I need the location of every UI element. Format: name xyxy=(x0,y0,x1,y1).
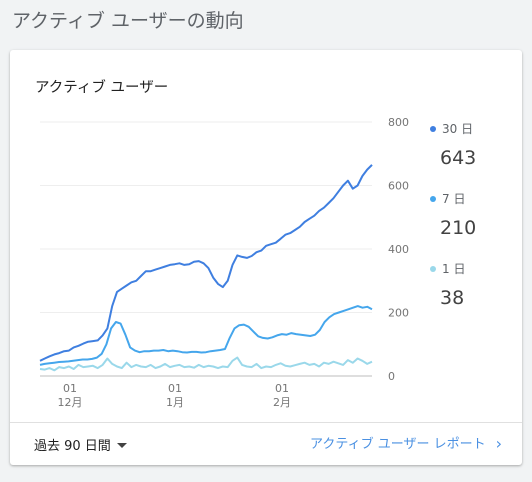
y-tick-label: 600 xyxy=(388,180,409,193)
chevron-right-icon: › xyxy=(495,434,502,453)
y-tick-label: 200 xyxy=(388,307,409,320)
page-title: アクティブ ユーザーの動向 xyxy=(12,10,244,32)
x-tick-month-label: 1月 xyxy=(166,396,184,409)
date-range-label: 過去 90 日間 xyxy=(34,439,111,454)
x-tick-day-label: 01 xyxy=(168,382,182,395)
chart-legend: 30 日 643 7 日 210 1 日 38 xyxy=(430,120,520,330)
series-line-0 xyxy=(39,164,373,362)
x-tick-month-label: 12月 xyxy=(58,396,83,409)
series-line-1 xyxy=(39,305,373,366)
active-users-card: アクティブ ユーザー 800 600 400 200 0 01 12月 01 1月 01 2月 30… xyxy=(10,50,522,465)
legend-label-1d: 1 日 xyxy=(442,262,466,276)
legend-value-30d: 643 xyxy=(440,147,477,169)
legend-dot-icon xyxy=(430,195,436,202)
active-users-report-link[interactable]: アクティブ ユーザー レポート › xyxy=(310,433,502,453)
date-range-dropdown[interactable]: 過去 90 日間 xyxy=(34,435,127,454)
legend-dot-icon xyxy=(430,265,436,272)
report-link-label: アクティブ ユーザー レポート xyxy=(310,437,486,452)
x-tick-day-label: 01 xyxy=(63,382,77,395)
legend-label-7d: 7 日 xyxy=(442,192,466,206)
caret-down-icon xyxy=(116,443,127,448)
legend-value-7d: 210 xyxy=(440,217,477,239)
legend-dot-icon xyxy=(430,125,436,132)
card-title: アクティブ ユーザー xyxy=(35,80,169,96)
legend-item-1d: 1 日 38 xyxy=(430,260,520,330)
x-tick-month-label: 2月 xyxy=(273,396,291,409)
y-tick-label: 0 xyxy=(388,370,395,383)
legend-item-30d: 30 日 643 xyxy=(430,120,520,190)
footer-divider xyxy=(10,422,522,423)
legend-value-1d: 38 xyxy=(440,287,465,309)
x-tick-day-label: 01 xyxy=(275,382,289,395)
legend-label-30d: 30 日 xyxy=(442,122,474,136)
y-tick-label: 800 xyxy=(388,116,409,129)
series-line-2 xyxy=(39,356,373,372)
legend-item-7d: 7 日 210 xyxy=(430,190,520,260)
y-tick-label: 400 xyxy=(388,243,409,256)
